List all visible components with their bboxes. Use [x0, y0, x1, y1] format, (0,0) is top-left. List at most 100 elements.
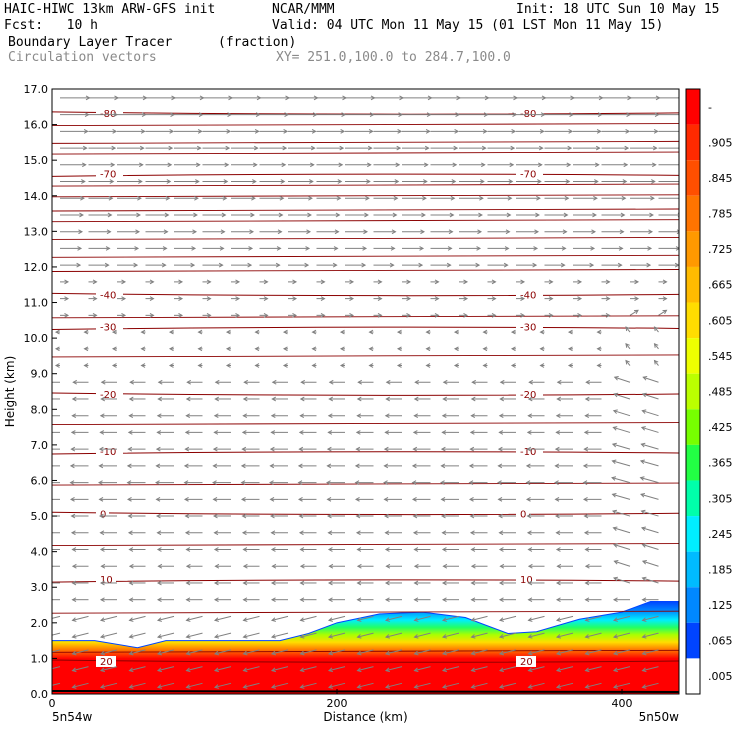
temperature-contour [52, 151, 679, 155]
vector-arrowhead [406, 279, 412, 285]
vector-arrowhead [383, 480, 388, 485]
vector-arrowhead [254, 363, 260, 368]
circulation-vector [641, 426, 659, 433]
circulation-vector [641, 443, 659, 450]
vector-arrowhead [225, 346, 231, 352]
vector-arrowhead [470, 650, 476, 656]
vector-arrowhead [384, 530, 390, 536]
vector-arrowhead [520, 279, 526, 285]
vector-arrowhead [254, 346, 260, 352]
vector-arrowhead [451, 179, 457, 184]
vector-arrowhead [128, 617, 134, 622]
circulation-vector [658, 309, 667, 316]
vector-arrowhead [168, 346, 174, 352]
contour-label-bg [96, 389, 123, 401]
contour-label: -40 [100, 290, 116, 301]
vector-arrowhead [584, 580, 590, 586]
vector-arrowhead [453, 346, 459, 352]
vector-arrowhead [470, 563, 476, 569]
vector-arrowhead [384, 684, 390, 689]
vector-arrowhead [270, 667, 276, 673]
vector-arrowhead [448, 229, 454, 235]
vector-arrowhead [336, 195, 342, 201]
circulation-vector [300, 632, 317, 638]
vector-arrowhead [564, 195, 570, 201]
vector-arrowhead [440, 513, 446, 519]
y-tick-label: 6.0 [31, 474, 49, 487]
contour-label: 0 [520, 509, 526, 520]
circulation-vector [357, 615, 374, 621]
contour-label: -10 [520, 447, 536, 458]
vector-arrowhead [71, 667, 77, 673]
vector-arrowhead [497, 496, 503, 502]
vector-arrowhead [566, 162, 572, 168]
vector-arrowhead [368, 329, 374, 335]
vector-arrowhead [82, 145, 88, 151]
vector-arrowhead [453, 145, 459, 151]
vector-arrowhead [240, 496, 246, 502]
circulation-vector [556, 632, 574, 638]
circulation-vector [585, 682, 602, 688]
vector-arrowhead [64, 279, 70, 285]
circulation-vector [414, 632, 431, 638]
vector-arrowhead [278, 212, 284, 218]
colorbar-swatch [686, 160, 700, 196]
circulation-vector [613, 410, 631, 417]
vector-arrowhead [412, 530, 418, 536]
temperature-contour [52, 292, 679, 297]
vector-arrowhead [252, 162, 258, 168]
contour-label: -20 [100, 390, 116, 401]
vector-arrowhead [299, 650, 305, 656]
vector-arrowhead [326, 463, 332, 469]
vector-arrowhead [80, 195, 85, 201]
vector-arrowhead [413, 580, 419, 586]
temperature-contour [52, 315, 679, 319]
circulation-vector [129, 632, 146, 638]
vector-arrowhead [640, 509, 646, 515]
vector-arrowhead [327, 617, 333, 622]
vector-arrowhead [335, 212, 341, 218]
colorbar-label: .905 [708, 136, 733, 149]
circulation-vector [100, 649, 118, 655]
circulation-vector [157, 615, 175, 621]
colorbar-swatch [686, 302, 700, 339]
vector-arrowhead [498, 597, 504, 603]
temperature-contour [52, 610, 679, 614]
vector-arrowhead [304, 262, 310, 268]
circulation-vector [629, 309, 639, 316]
vector-arrowhead [469, 530, 475, 536]
vector-arrowhead [225, 329, 231, 335]
vector-arrowhead [641, 576, 647, 582]
vector-arrowhead [271, 379, 277, 385]
vector-arrowhead [298, 446, 304, 452]
vector-arrowhead [327, 547, 333, 552]
vector-arrowhead [213, 650, 219, 656]
vector-arrowhead [111, 346, 117, 352]
circulation-vector [471, 632, 488, 638]
vector-arrowhead [349, 312, 355, 318]
vector-arrowhead [83, 363, 89, 368]
vector-arrowhead [184, 430, 190, 435]
vector-arrowhead [384, 580, 390, 586]
vector-arrowhead [163, 229, 169, 235]
forecast-hour: Fcst: 10 h [4, 18, 98, 33]
vector-arrowhead [128, 650, 134, 656]
circulation-vector [243, 615, 260, 621]
vector-arrowhead [413, 634, 419, 639]
vector-arrowhead [356, 667, 362, 673]
y-axis-label: Height (km) [3, 356, 17, 427]
colorbar-swatch [686, 231, 700, 267]
circulation-vector [328, 632, 346, 638]
vector-arrowhead [299, 597, 305, 603]
vector-arrowhead [226, 128, 232, 134]
vector-arrowhead [320, 312, 326, 318]
vector-arrowhead [128, 563, 134, 569]
vector-arrowhead [333, 246, 339, 251]
vector-arrowhead [537, 162, 543, 168]
vector-arrowhead [452, 162, 458, 168]
colorbar-swatch [686, 373, 700, 410]
vector-arrowhead [185, 597, 191, 603]
vector-arrowhead [292, 296, 298, 301]
vector-arrowhead [212, 496, 218, 502]
vector-arrowhead [364, 212, 369, 218]
